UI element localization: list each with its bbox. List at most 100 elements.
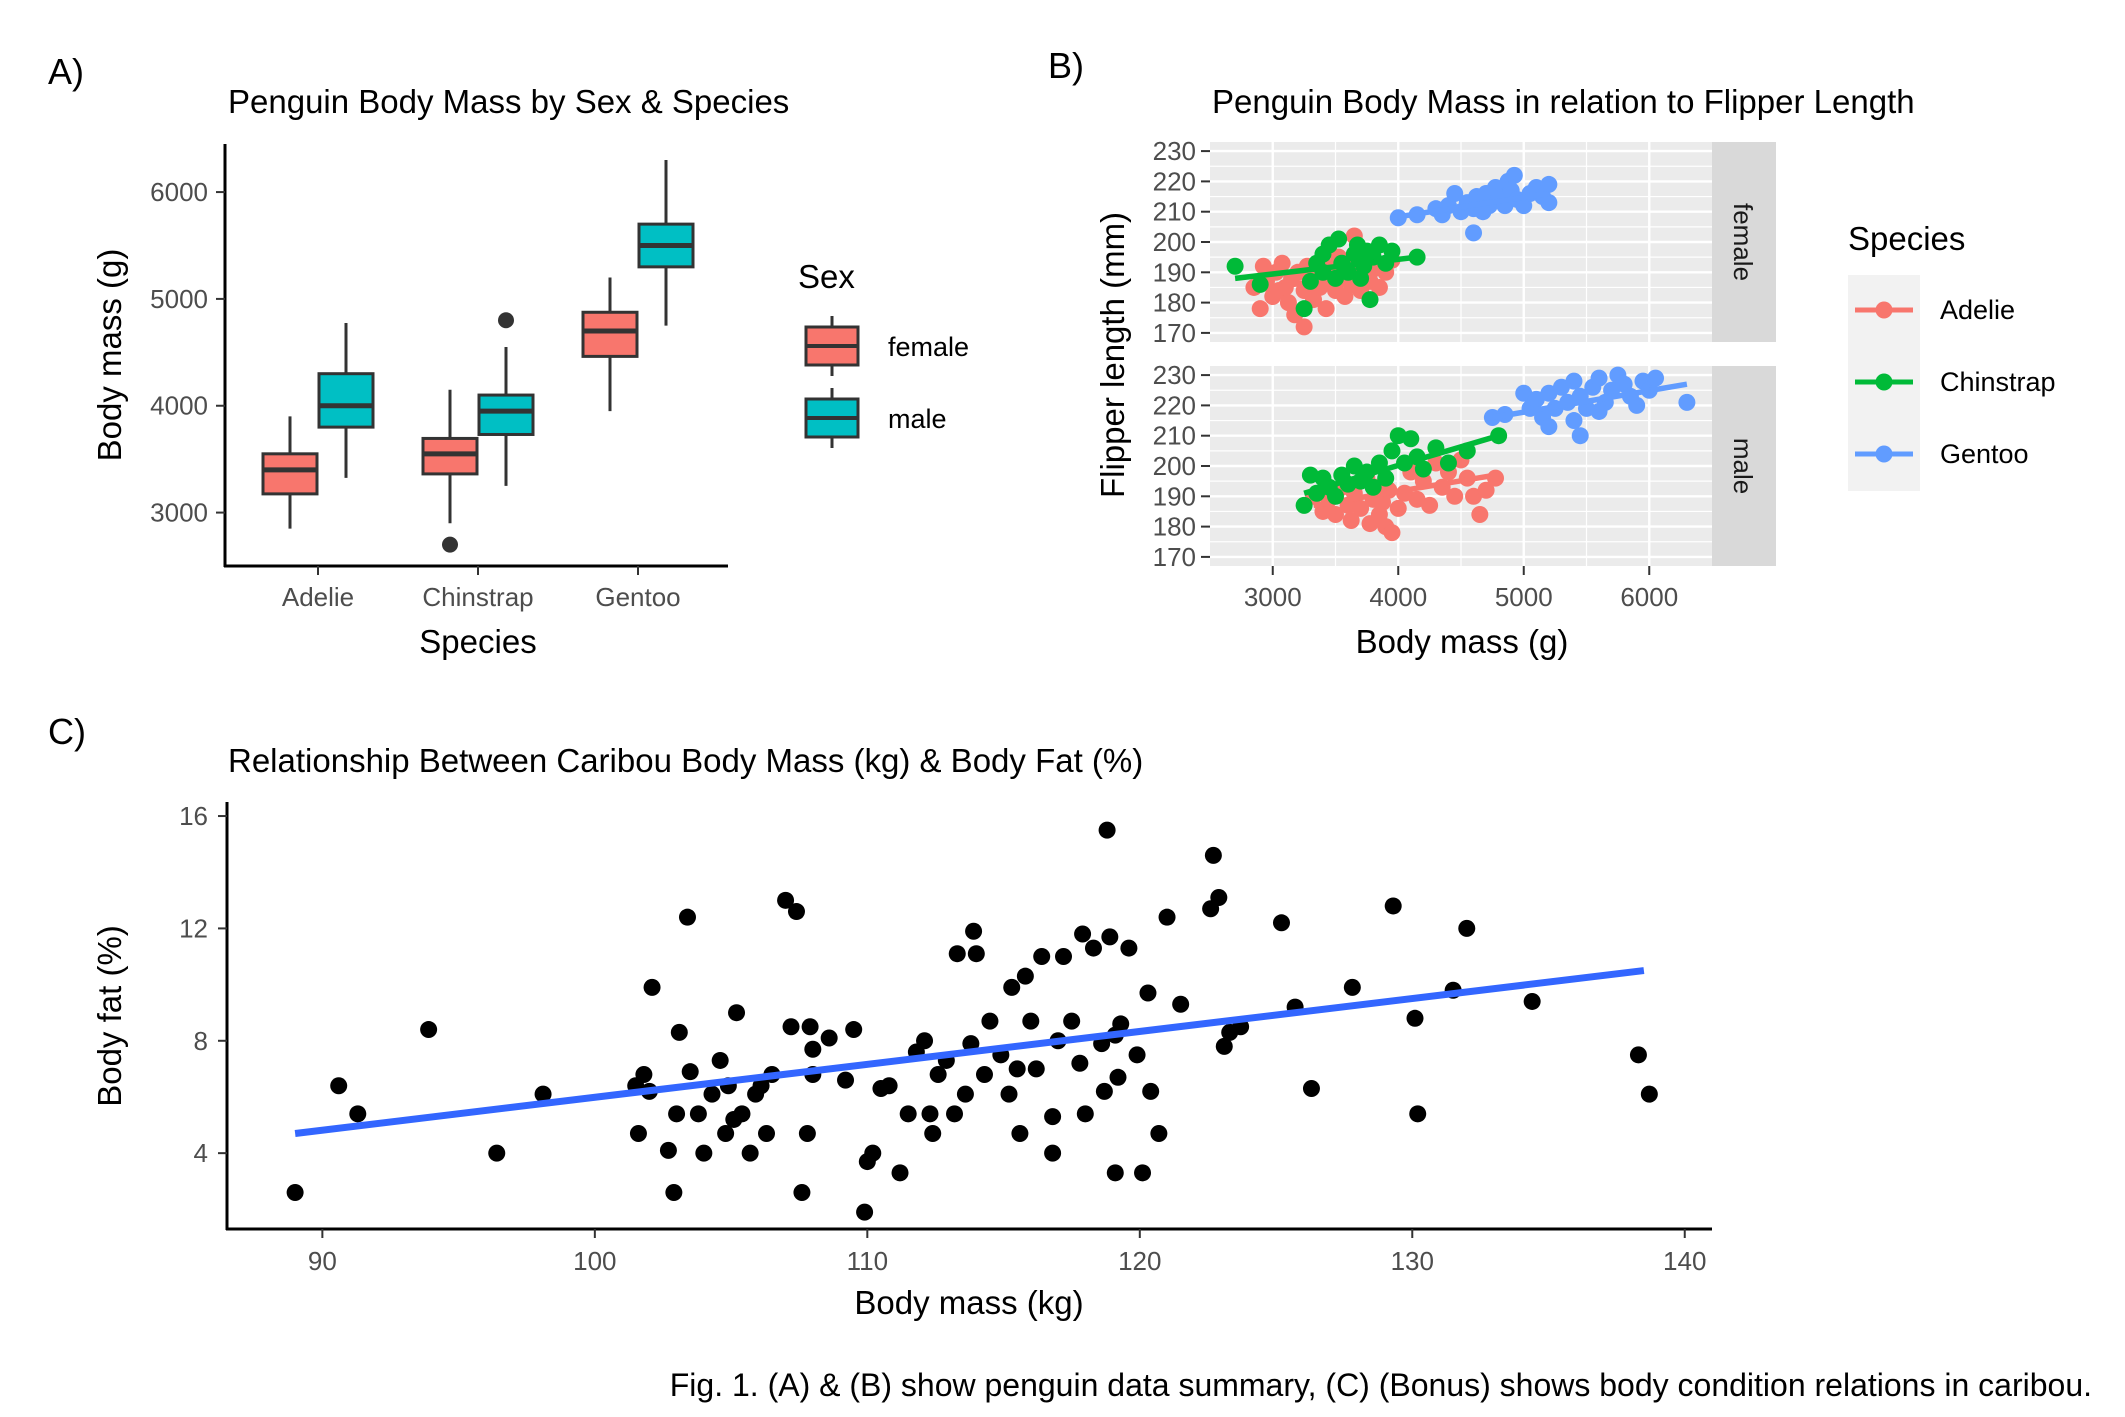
point-gentoo-female-20: [1505, 166, 1523, 184]
caribou-point-18: [695, 1144, 713, 1162]
point-adelie-male-8: [1352, 499, 1370, 517]
point-chinstrap-male-21: [1439, 454, 1457, 472]
caribou-point-8: [635, 1065, 653, 1083]
point-adelie-female-1: [1251, 300, 1269, 318]
caribou-point-68: [1022, 1012, 1040, 1030]
x-tick-label-5000: 5000: [1495, 582, 1553, 612]
caribou-point-65: [1008, 1060, 1026, 1078]
caribou-point-103: [1343, 978, 1361, 996]
panel-c-plot: [286, 821, 1658, 1221]
y-tick-label-6000: 6000: [150, 177, 208, 207]
caribou-point-60: [967, 945, 985, 963]
point-chinstrap-female-9: [1330, 230, 1348, 248]
point-gentoo-male-15: [1590, 369, 1608, 387]
caribou-point-31: [777, 891, 795, 909]
caribou-point-59: [965, 922, 983, 940]
caribou-point-110: [1629, 1046, 1647, 1064]
legend-label-chinstrap: Chinstrap: [1940, 367, 2056, 397]
caribou-point-29: [758, 1124, 776, 1142]
point-chinstrap-male-19: [1414, 460, 1432, 478]
caribou-point-14: [670, 1023, 688, 1041]
panel-tag-a: A): [48, 51, 84, 92]
caribou-point-56: [948, 945, 966, 963]
x-tick-label-120: 120: [1118, 1246, 1161, 1276]
panel-a-legend-title: Sex: [798, 258, 855, 295]
caribou-point-47: [891, 1164, 909, 1182]
caribou-point-21: [717, 1124, 735, 1142]
x-tick-label-110: 110: [847, 1246, 888, 1276]
caribou-fit-line: [294, 967, 1645, 1137]
caribou-point-48: [899, 1105, 917, 1123]
caribou-point-46: [880, 1077, 898, 1095]
caribou-point-28: [752, 1077, 770, 1095]
point-chinstrap-female-3: [1301, 272, 1319, 290]
y-tick-label-8: 8: [194, 1026, 208, 1056]
panel-a: A) Penguin Body Mass by Sex & Species 30…: [48, 51, 969, 660]
caribou-point-44: [864, 1144, 882, 1162]
caribou-point-77: [1076, 1105, 1094, 1123]
point-chinstrap-female-21: [1383, 242, 1401, 260]
caribou-point-67: [1016, 967, 1034, 985]
caribou-point-24: [728, 1004, 746, 1022]
panel-tag-b: B): [1048, 45, 1084, 86]
caribou-point-63: [1000, 1085, 1018, 1103]
y-tick-label-female-170: 170: [1153, 318, 1196, 348]
caribou-point-35: [798, 1124, 816, 1142]
legend-label-male: male: [888, 404, 947, 434]
caribou-point-15: [678, 908, 696, 926]
outlier-male-chinstrap-0: [498, 312, 514, 329]
point-chinstrap-male-5: [1327, 487, 1344, 505]
point-gentoo-male-24: [1647, 369, 1665, 387]
point-chinstrap-male-13: [1377, 469, 1395, 487]
legend-label-adelie: Adelie: [1940, 295, 2015, 325]
caribou-point-61: [975, 1065, 993, 1083]
panel-b: B) Penguin Body Mass in relation to Flip…: [1048, 45, 2056, 660]
y-tick-label-female-200: 200: [1153, 227, 1196, 257]
y-tick-label-female-210: 210: [1153, 197, 1196, 227]
caribou-point-64: [1003, 978, 1021, 996]
panel-c: C) Relationship Between Caribou Body Mas…: [48, 711, 1712, 1321]
caribou-point-3: [420, 1021, 438, 1039]
point-adelie-male-3: [1327, 505, 1344, 523]
panel-c-title: Relationship Between Caribou Body Mass (…: [228, 742, 1143, 779]
fit-line-gentoo-female: [1391, 190, 1550, 221]
box-female-adelie: [261, 452, 319, 496]
panel-a-legend-keys: [804, 316, 860, 448]
point-gentoo-male-11: [1565, 372, 1583, 390]
panel-b-plot: [1226, 166, 1696, 542]
caribou-point-71: [1044, 1144, 1062, 1162]
point-adelie-male-32: [1477, 481, 1495, 499]
point-adelie-female-14: [1295, 318, 1313, 336]
caribou-point-88: [1134, 1164, 1152, 1182]
point-chinstrap-male-0: [1295, 496, 1313, 514]
point-chinstrap-female-2: [1295, 300, 1313, 318]
facet-female-strip: [1712, 142, 1776, 342]
caribou-point-33: [787, 903, 805, 921]
caribou-point-95: [1204, 846, 1222, 864]
y-tick-label-male-220: 220: [1153, 390, 1196, 420]
x-tick-label-130: 130: [1391, 1246, 1434, 1276]
caribou-point-16: [681, 1063, 699, 1081]
y-tick-label-female-220: 220: [1153, 166, 1196, 196]
caribou-point-91: [1150, 1124, 1168, 1142]
caribou-point-26: [741, 1144, 759, 1162]
x-tick-label-90: 90: [308, 1246, 337, 1276]
caribou-point-42: [856, 1203, 874, 1221]
caribou-point-84: [1109, 1068, 1127, 1086]
caribou-point-41: [845, 1021, 863, 1039]
caribou-point-55: [946, 1105, 964, 1123]
x-tick-label-adelie: Adelie: [282, 582, 354, 612]
y-tick-label-female-230: 230: [1153, 136, 1196, 166]
caribou-point-51: [921, 1105, 939, 1123]
point-chinstrap-female-0: [1226, 257, 1244, 275]
caribou-point-80: [1095, 1082, 1113, 1100]
facet-female-label: female: [1728, 203, 1758, 281]
caribou-point-10: [643, 978, 661, 996]
caribou-point-97: [1215, 1037, 1233, 1055]
caribou-point-13: [668, 1105, 686, 1123]
fit-line-chinstrap-male: [1303, 433, 1500, 496]
point-adelie-male-27: [1446, 487, 1464, 505]
caribou-point-76: [1074, 925, 1092, 943]
panel-b-x-axis-title: Body mass (g): [1356, 623, 1569, 660]
x-tick-label-140: 140: [1663, 1246, 1706, 1276]
